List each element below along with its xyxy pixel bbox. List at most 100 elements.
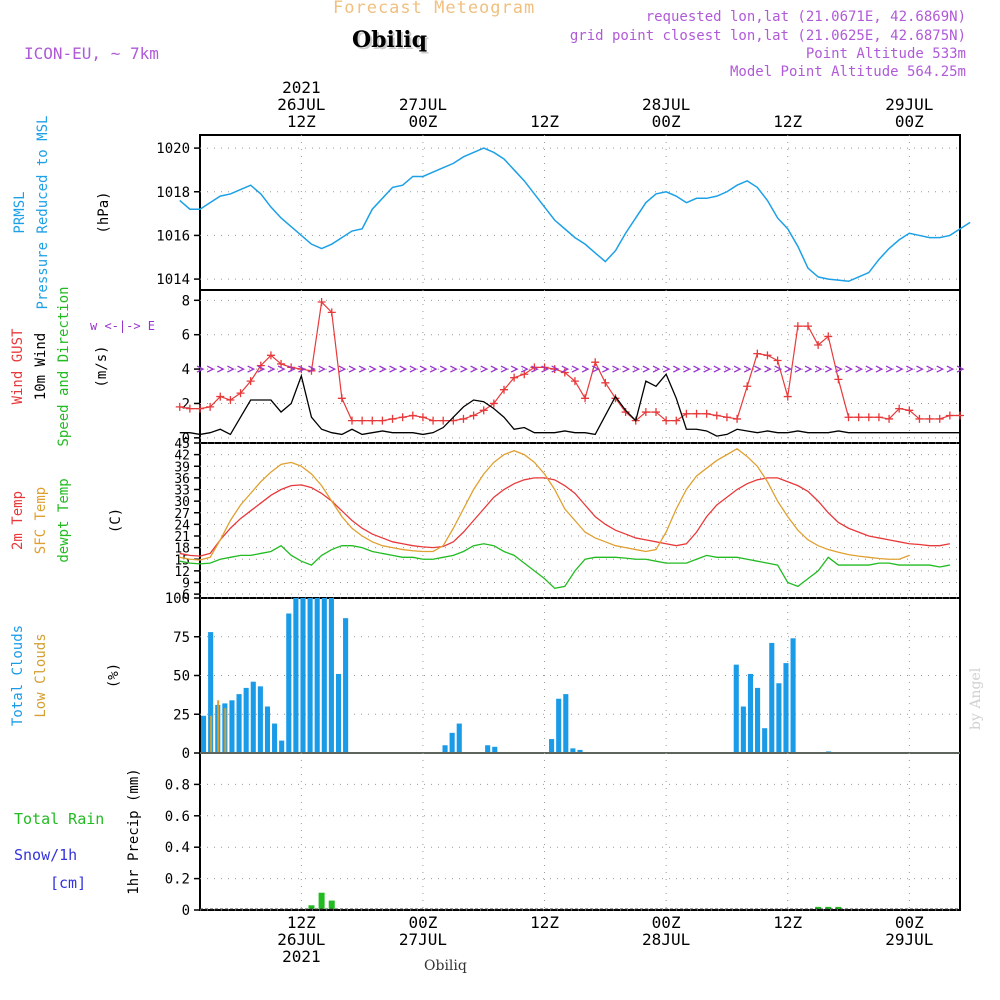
pressure-line — [179, 147, 971, 283]
cloud-total-bar — [570, 748, 576, 752]
cloud-total-bar — [307, 598, 313, 752]
wind-direction-marker — [460, 365, 468, 373]
gust-marker — [418, 413, 427, 422]
cloud-total-bar — [442, 745, 448, 752]
gust-marker — [692, 409, 701, 418]
y-tick-label: 1020 — [156, 141, 190, 157]
gust-marker — [641, 408, 650, 417]
wind-direction-marker — [206, 365, 215, 373]
time-label-bottom: 26JUL — [277, 930, 325, 949]
time-label-top: 00Z — [895, 112, 924, 131]
wind-direction-marker — [956, 365, 965, 373]
precip-legend: Snow/1h — [14, 846, 77, 864]
gust-marker — [500, 385, 508, 394]
y-tick-label: 2 — [182, 396, 190, 412]
gust-marker — [814, 341, 823, 350]
cloud-total-bar — [314, 598, 320, 752]
wind-direction-marker — [804, 365, 813, 373]
point-altitude: Point Altitude 533m — [805, 46, 966, 62]
cloud-total-bar — [826, 751, 832, 752]
wind-direction-marker — [439, 365, 448, 373]
gust-marker — [753, 349, 762, 358]
gust-marker — [935, 414, 944, 423]
cloud-total-bar — [335, 673, 342, 752]
gust-marker — [520, 370, 529, 379]
gust-marker — [175, 402, 184, 411]
time-label-top: 27JUL — [399, 95, 447, 114]
gust-marker — [327, 308, 336, 317]
y-tick-label: 0.2 — [165, 872, 190, 888]
wind-direction-marker — [480, 365, 489, 373]
y-tick-label: 33 — [174, 484, 190, 499]
gust-marker — [804, 322, 812, 331]
wind-direction-marker — [561, 365, 570, 373]
rain-bar — [318, 892, 325, 909]
wind-direction-marker — [764, 365, 772, 373]
gust-marker — [246, 377, 255, 386]
cloud-total-bar — [343, 618, 349, 752]
wind-direction-marker — [642, 365, 651, 373]
y-tick-label: 25 — [173, 707, 190, 723]
wind-direction-marker — [591, 365, 600, 373]
y-tick-label: 1014 — [156, 272, 190, 288]
wind-direction-marker — [196, 365, 205, 373]
gust-marker — [854, 413, 863, 422]
cloud-total-bar — [755, 687, 761, 752]
time-label-top: 12Z — [773, 112, 802, 131]
time-label-bottom: 28JUL — [642, 930, 690, 949]
wind-direction-marker — [429, 365, 438, 373]
gust-marker — [905, 406, 914, 415]
wind-direction-marker — [227, 365, 235, 373]
temp2m-line — [179, 477, 950, 557]
wind-direction-marker — [267, 365, 276, 373]
wind-direction-marker — [358, 365, 367, 373]
y-tick-label: 100 — [165, 591, 190, 607]
gust-marker — [945, 411, 954, 420]
wind-direction-marker — [298, 365, 306, 373]
gust-marker — [185, 404, 194, 413]
wind-direction-marker — [368, 365, 377, 373]
cloud-total-bar — [264, 706, 271, 752]
y-tick-label: 1018 — [156, 185, 190, 201]
wind-direction-marker — [916, 365, 924, 373]
gust-marker — [652, 408, 660, 417]
gust-marker — [834, 375, 843, 384]
gridpoint-coords: grid point closest lon,lat (21.0625E, 42… — [569, 28, 966, 44]
gust-marker — [925, 414, 934, 423]
wind-direction-marker — [733, 365, 742, 373]
gust-marker — [915, 414, 924, 423]
sfc-temp-line — [179, 448, 910, 561]
time-label-bottom: 00Z — [408, 913, 437, 932]
wind-direction-marker — [257, 365, 266, 373]
wind-direction-marker — [784, 365, 793, 373]
wind-direction-marker — [602, 365, 610, 373]
gust-marker — [591, 358, 600, 367]
y-axis-label: (%) — [106, 663, 122, 688]
y-tick-label: 4 — [182, 362, 190, 378]
wind-direction-marker — [774, 365, 783, 373]
gust-marker — [398, 413, 407, 422]
panel-frame — [199, 597, 961, 754]
dewpoint-line — [179, 543, 950, 590]
wind-direction-marker — [875, 365, 884, 373]
wind-direction-marker — [419, 365, 428, 373]
wind-direction-marker — [632, 365, 641, 373]
y-axis-label: PRMSL — [12, 191, 28, 233]
wind-direction-marker — [865, 365, 874, 373]
wind-line — [179, 373, 960, 437]
cloud-total-bar — [243, 687, 249, 752]
wind-direction-marker — [906, 365, 914, 373]
y-axis-label: (C) — [108, 508, 124, 533]
wind-direction-marker — [531, 365, 539, 373]
time-label-bottom: 00Z — [652, 913, 681, 932]
time-label-bottom: 27JUL — [399, 930, 447, 949]
gust-line — [179, 300, 960, 422]
cloud-total-bar — [456, 723, 462, 752]
cloud-total-bar — [321, 598, 327, 752]
y-tick-label: 45 — [174, 437, 190, 452]
wind-direction-marker — [328, 365, 337, 373]
wind-direction-marker — [683, 365, 691, 373]
wind-direction-marker — [237, 365, 245, 373]
wind-compass: w <-|-> E — [90, 319, 155, 333]
cloud-total-bar — [549, 739, 555, 752]
